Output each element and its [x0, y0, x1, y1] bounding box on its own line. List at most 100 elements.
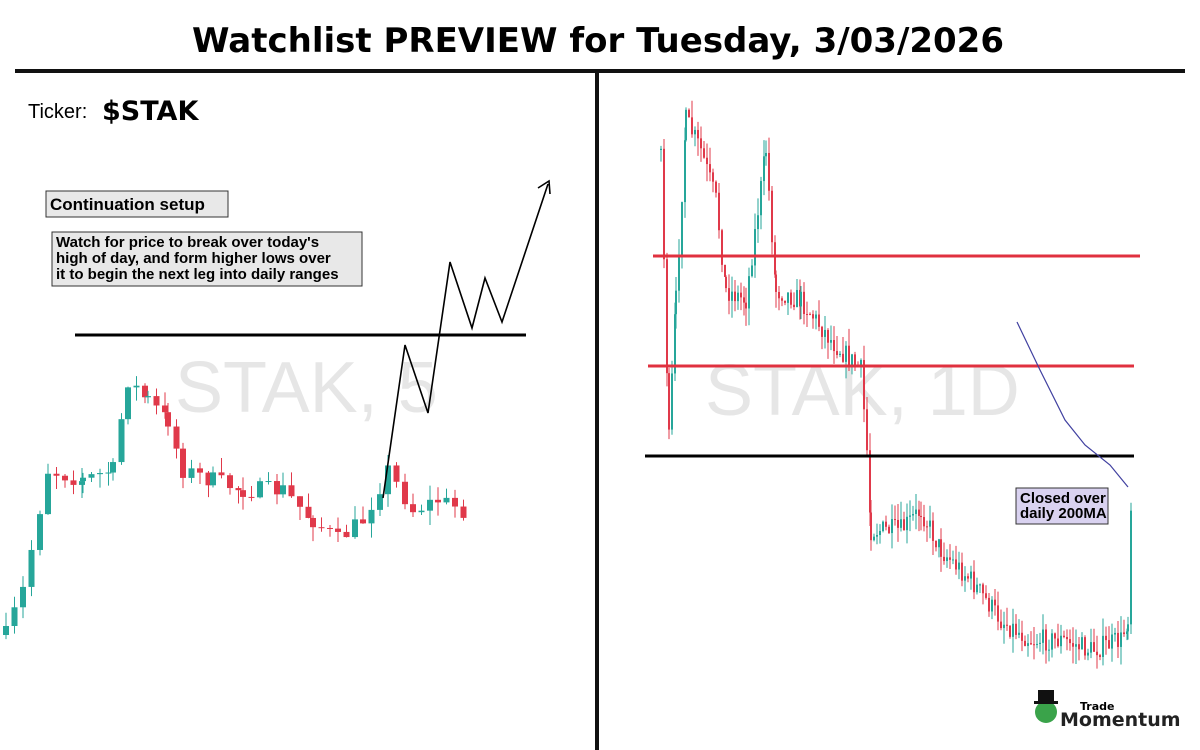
logo-big: Momentum	[1060, 709, 1181, 731]
candle-part	[691, 117, 693, 135]
candle-part	[938, 539, 940, 548]
candle-part	[1015, 623, 1017, 635]
candle-part	[173, 426, 180, 449]
candle-part	[734, 291, 736, 302]
candle-part	[988, 597, 990, 612]
candle-part	[153, 396, 160, 406]
candle-part	[694, 129, 696, 135]
candle-part	[958, 562, 960, 570]
candle-part	[697, 129, 699, 139]
note-line: Watch for price to break over today's	[56, 234, 319, 251]
candle-part	[288, 485, 295, 497]
candle-part	[435, 499, 441, 503]
candle-part	[900, 519, 902, 528]
candle-part	[932, 520, 934, 541]
candle-part	[866, 409, 868, 451]
candle-part	[724, 264, 726, 277]
candle-part	[11, 607, 18, 627]
candle-part	[827, 329, 829, 343]
candle-part	[210, 472, 216, 486]
candle-part	[787, 292, 789, 303]
candle-part	[824, 329, 826, 337]
candle-part	[891, 519, 893, 534]
candle-part	[926, 526, 928, 528]
candle-part	[1117, 632, 1119, 647]
candle-part	[765, 152, 767, 157]
candle-part	[918, 509, 920, 516]
candle-part	[188, 468, 195, 478]
candle-part	[757, 215, 759, 230]
candle-part	[675, 290, 677, 315]
candle-part	[737, 292, 739, 302]
candle-part	[1127, 624, 1129, 632]
candle-part	[778, 291, 780, 299]
note-line: high of day, and form higher lows over	[56, 250, 331, 267]
candle-part	[728, 288, 730, 301]
candle-part	[1042, 629, 1044, 643]
candle-part	[997, 605, 999, 622]
candle-part	[784, 300, 786, 303]
candle-part	[45, 473, 51, 515]
candle-part	[402, 481, 408, 505]
setup-box	[45, 190, 229, 218]
candle-part	[703, 148, 705, 158]
candle-part	[3, 626, 9, 635]
candle-part	[793, 304, 795, 308]
logo-icon	[1034, 701, 1058, 704]
candle-part	[830, 340, 832, 343]
candle-part	[818, 314, 820, 327]
candle-part	[660, 148, 662, 150]
candle-part	[897, 519, 899, 528]
candle-part	[700, 138, 702, 149]
candle-part	[1120, 632, 1122, 647]
candle-part	[781, 298, 783, 301]
candle-part	[1108, 640, 1110, 649]
candle-part	[809, 314, 811, 316]
candle-part	[725, 276, 727, 289]
candle-part	[310, 517, 316, 528]
candle-part	[62, 475, 68, 481]
candle-part	[257, 481, 263, 498]
candle-part	[105, 472, 112, 474]
candle-part	[1069, 639, 1071, 644]
candle-part	[97, 473, 103, 475]
candle-part	[1060, 635, 1062, 647]
candle-part	[227, 475, 233, 489]
candle-part	[751, 265, 753, 277]
candle-part	[28, 549, 35, 587]
candle-part	[885, 521, 887, 527]
candle-part	[410, 504, 416, 513]
candle-part	[949, 557, 951, 560]
candle-part	[815, 314, 817, 319]
candle-part	[205, 472, 212, 486]
candle-part	[452, 497, 458, 507]
candle-part	[715, 181, 717, 193]
candles	[3, 376, 467, 640]
candle-part	[668, 373, 670, 430]
candle-part	[836, 351, 838, 355]
candle-part	[869, 450, 871, 513]
candle-part	[1130, 510, 1132, 625]
candle-part	[920, 515, 922, 518]
candle-part	[803, 291, 805, 315]
candle-part	[970, 571, 972, 579]
candle-part	[709, 164, 711, 173]
candle-part	[845, 345, 847, 362]
logo: Trade Momentum	[1034, 690, 1181, 731]
candle-part	[393, 465, 400, 482]
candle-part	[961, 562, 963, 581]
candle-part	[888, 526, 890, 534]
candle-part	[335, 528, 341, 532]
candle-part	[368, 509, 375, 524]
candle-part	[1093, 642, 1095, 652]
candle-part	[860, 359, 862, 367]
candle-part	[1045, 629, 1047, 651]
candle-part	[1078, 644, 1080, 650]
candles	[660, 100, 1132, 669]
candle-part	[851, 354, 853, 367]
candle-part	[745, 302, 747, 309]
candle-part	[1009, 625, 1011, 637]
candle-part	[327, 527, 333, 529]
candle-part	[870, 512, 872, 541]
ticker-label: Ticker:	[28, 101, 87, 123]
